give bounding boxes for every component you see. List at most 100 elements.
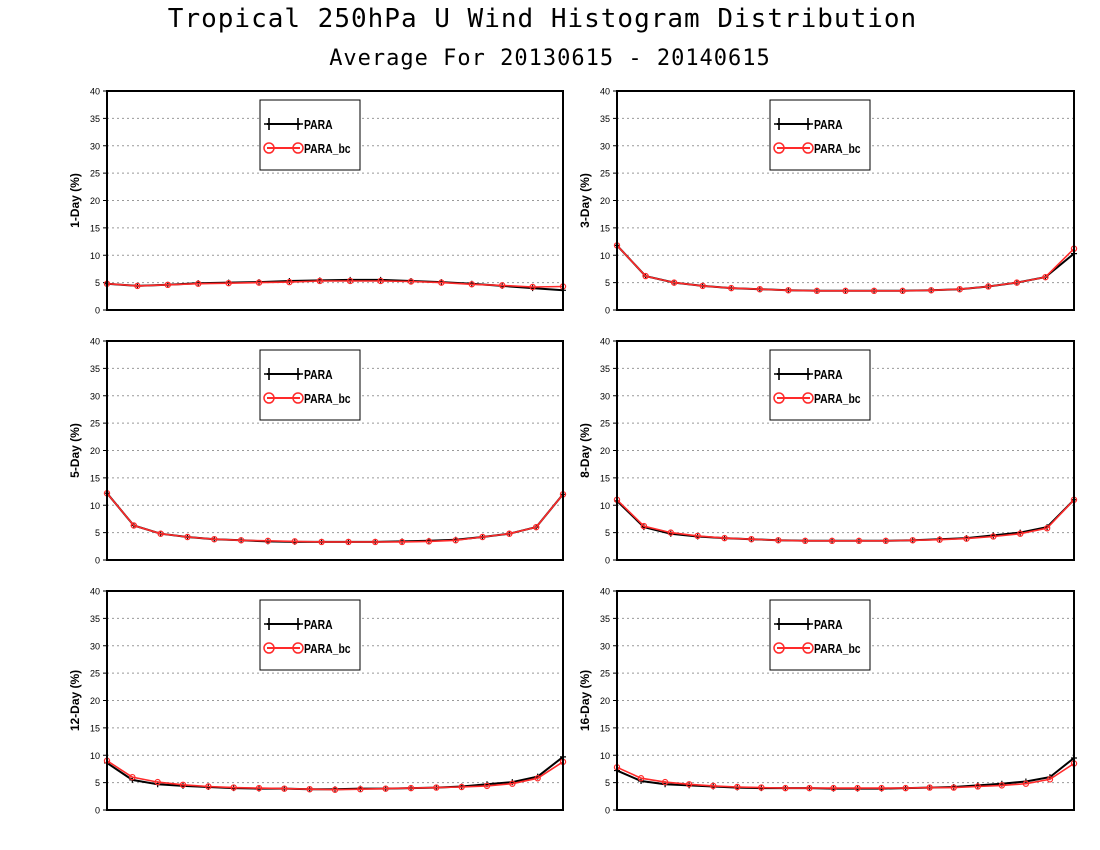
data-point (291, 538, 298, 545)
data-point (699, 282, 706, 290)
data-point (483, 782, 491, 790)
legend: PARA PARA_bc (259, 599, 361, 671)
data-point (509, 780, 516, 787)
data-point (956, 285, 963, 293)
legend-label: PARA_bc (304, 142, 351, 156)
legend-label: PARA_bc (814, 142, 861, 156)
y-tick-label: 40 (90, 87, 100, 97)
legend-marker (773, 392, 785, 404)
data-point (1043, 525, 1051, 532)
data-point (734, 783, 741, 791)
y-tick-label: 20 (90, 696, 100, 706)
plot-frame (616, 90, 1075, 311)
data-point (438, 279, 445, 286)
y-tick-label: 0 (605, 556, 610, 566)
legend-marker (292, 142, 304, 154)
data-point (179, 781, 187, 789)
legend: PARA PARA_bc (769, 99, 871, 171)
legend-marker (774, 368, 784, 380)
data-point (534, 775, 541, 782)
y-tick-label: 10 (600, 251, 610, 261)
y-tick-label: 25 (90, 669, 100, 679)
data-point (855, 537, 863, 545)
chart-panel-4: 0 5 10 15 20 25 30 35 40 8-Day (%) PARA PARA_bc (578, 337, 1078, 566)
legend-marker (263, 642, 275, 654)
data-point (345, 538, 352, 546)
y-axis-label: 8-Day (%) (578, 423, 592, 478)
series-line-PARA (106, 492, 564, 543)
data-point (927, 287, 935, 294)
y-tick-label: 35 (600, 114, 610, 124)
legend-box (769, 599, 871, 671)
y-tick-label: 30 (90, 391, 100, 401)
legend-label: PARA (814, 118, 843, 132)
data-point (728, 284, 735, 292)
data-point (164, 281, 171, 289)
y-tick-label: 15 (90, 223, 100, 233)
data-point (458, 783, 465, 791)
chart-panel-1: 0 5 10 15 20 25 30 35 40 1-Day (%) PARA PARA_bc (68, 87, 567, 316)
data-point (782, 784, 789, 792)
data-point (211, 535, 218, 543)
data-point (1017, 530, 1024, 537)
legend-label: PARA_bc (304, 392, 351, 406)
legend-label: PARA_bc (814, 392, 861, 406)
legend-marker (774, 118, 784, 130)
data-point (756, 285, 764, 293)
legend-marker (292, 392, 304, 404)
data-point (377, 277, 384, 285)
y-tick-label: 5 (95, 528, 100, 538)
y-tick-label: 0 (95, 556, 100, 566)
y-tick-label: 15 (600, 223, 610, 233)
series-line-PARA_bc (616, 499, 1075, 542)
legend-box (259, 599, 361, 671)
legend-box (259, 99, 361, 171)
data-point (318, 538, 325, 546)
data-point (255, 279, 263, 286)
data-point (878, 784, 885, 792)
data-point (316, 277, 323, 285)
series-line-PARA_bc (616, 244, 1075, 292)
data-point (775, 537, 782, 544)
data-point (710, 782, 717, 790)
y-axis-label: 16-Day (%) (578, 670, 592, 731)
y-tick-label: 20 (90, 446, 100, 456)
y-tick-label: 40 (600, 587, 610, 597)
data-point (532, 523, 540, 531)
legend-marker (263, 392, 275, 404)
data-point (806, 784, 813, 792)
y-tick-label: 15 (90, 723, 100, 733)
legend: PARA PARA_bc (259, 349, 361, 421)
data-point (637, 775, 645, 782)
data-point (529, 283, 536, 291)
data-point (264, 537, 272, 545)
data-point (830, 784, 837, 792)
data-point (205, 783, 212, 790)
legend-marker (773, 642, 785, 654)
legend-marker (293, 618, 303, 630)
y-tick-label: 15 (600, 723, 610, 733)
legend: PARA PARA_bc (769, 599, 871, 671)
y-tick-label: 0 (95, 806, 100, 816)
legend-label: PARA (814, 368, 843, 382)
y-axis-label: 3-Day (%) (578, 173, 592, 228)
data-point (801, 537, 809, 545)
y-axis-label: 12-Day (%) (68, 670, 82, 731)
y-tick-label: 5 (605, 278, 610, 288)
y-tick-label: 40 (600, 337, 610, 347)
y-tick-label: 0 (95, 306, 100, 316)
data-point (157, 530, 164, 537)
data-point (468, 281, 475, 288)
data-point (882, 537, 890, 545)
data-point (813, 287, 821, 295)
legend-marker (293, 118, 303, 130)
data-point (926, 784, 933, 791)
series-line-PARA_bc (106, 492, 564, 543)
plot-frame (106, 340, 564, 561)
data-point (963, 535, 970, 542)
series-line-PARA_bc (616, 762, 1075, 789)
legend: PARA PARA_bc (259, 99, 361, 171)
legend-box (259, 349, 361, 421)
data-point (230, 784, 237, 791)
y-tick-label: 35 (90, 114, 100, 124)
